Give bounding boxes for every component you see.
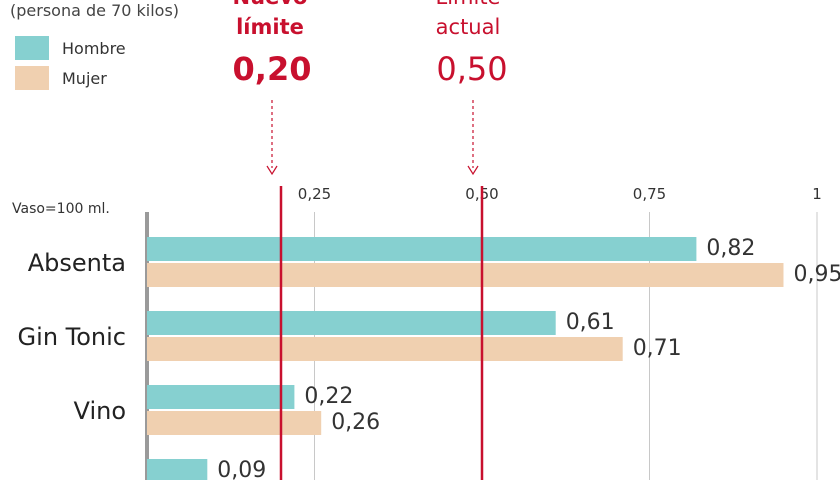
chart-subtitle: (persona de 70 kilos)	[10, 1, 179, 20]
current-limit-title-line2: actual	[436, 15, 501, 39]
value-label-0-1: 0,95	[794, 262, 840, 287]
value-label-1-0: 0,61	[566, 310, 615, 335]
bar-1-1	[147, 337, 623, 361]
new-limit-arrow-head	[266, 165, 278, 176]
tick-label-2: 0,75	[633, 185, 666, 203]
bar-0-1	[147, 263, 784, 287]
current-limit-arrow-head	[467, 165, 479, 176]
legend-swatch-mujer	[15, 66, 49, 90]
bar-0-0	[147, 237, 697, 261]
new-limit-title-line2: límite	[236, 15, 304, 39]
value-label-0-0: 0,82	[706, 236, 755, 261]
legend-label-mujer: Mujer	[62, 69, 107, 88]
bar-2-0	[147, 385, 295, 409]
category-label-1: Gin Tonic	[18, 323, 126, 351]
value-label-2-0: 0,22	[304, 384, 353, 409]
value-label-2-1: 0,26	[331, 410, 380, 435]
tick-label-3: 1	[812, 185, 822, 203]
bar-3-0	[147, 459, 208, 480]
unit-note: Vaso=100 ml.	[12, 201, 110, 217]
bar-2-1	[147, 411, 322, 435]
plot-area: 0,250,500,7510,820,95Absenta0,610,71Gin …	[18, 185, 840, 480]
tick-label-0: 0,25	[298, 185, 331, 203]
category-label-0: Absenta	[28, 249, 126, 277]
new-limit-title-line1: Nuevo	[233, 0, 308, 9]
current-limit-title-line1: Límite	[436, 0, 501, 9]
category-label-2: Vino	[74, 397, 126, 425]
legend-label-hombre: Hombre	[62, 39, 126, 58]
current-limit-value: 0,50	[436, 50, 507, 88]
legend-swatch-hombre	[15, 36, 49, 60]
bar-1-0	[147, 311, 556, 335]
value-label-3-0: 0,09	[217, 458, 266, 480]
new-limit-value: 0,20	[233, 50, 312, 88]
value-label-1-1: 0,71	[633, 336, 682, 361]
